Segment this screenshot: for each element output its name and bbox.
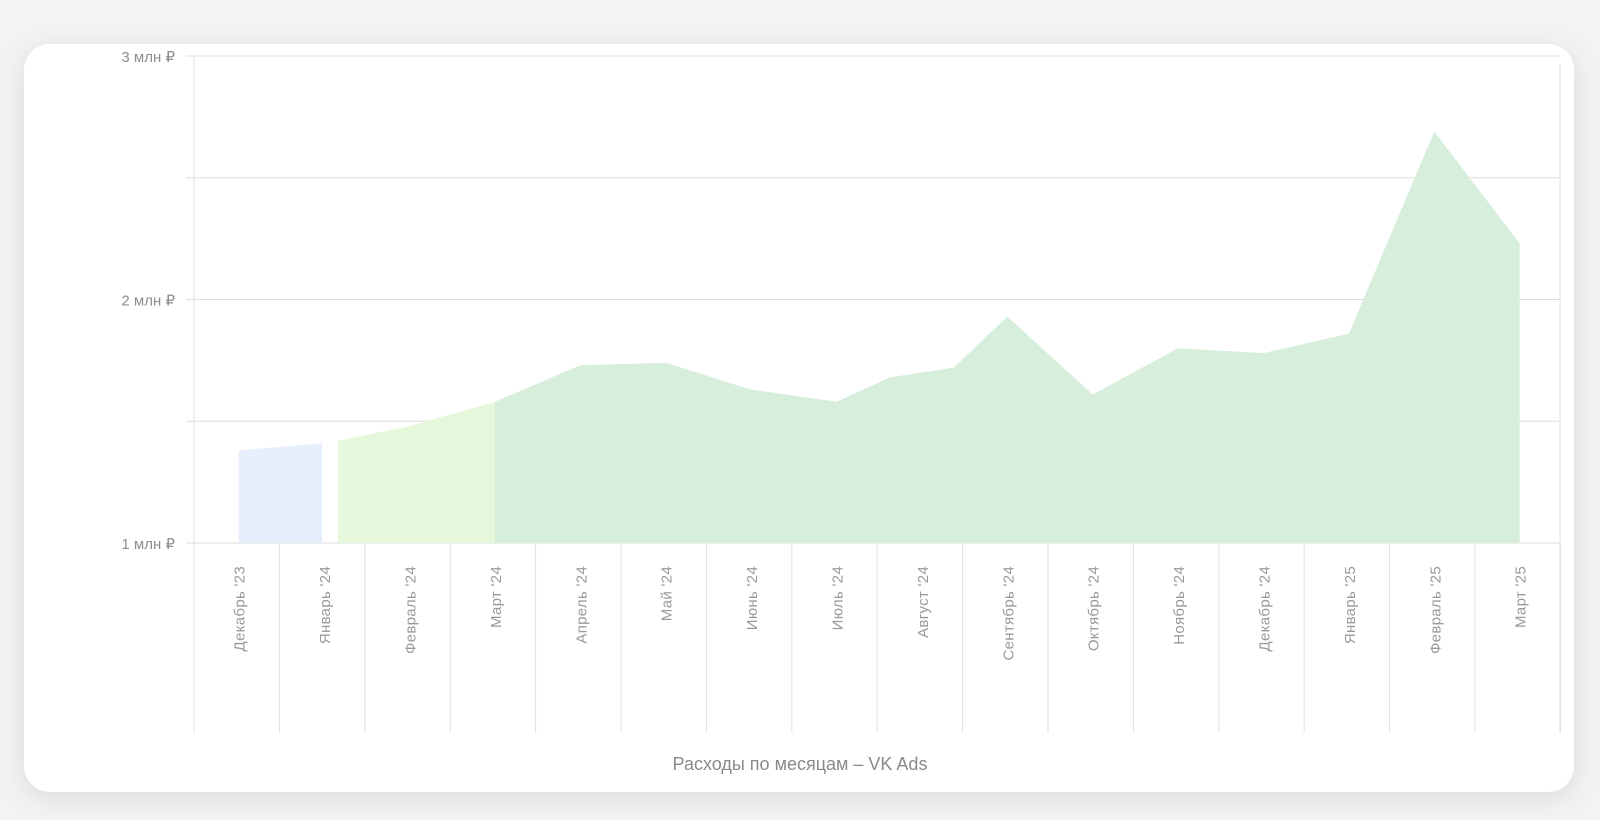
x-tick-label: Январь '25: [1342, 566, 1359, 644]
x-axis-ticks: Декабрь '23 Январь '24 Февраль '24 Март '24…: [232, 566, 1530, 661]
x-tick-label: Сентябрь '24: [1000, 566, 1017, 661]
x-tick-label: Июнь '24: [744, 566, 761, 630]
x-tick-label: Апрель '24: [573, 566, 590, 644]
x-tick-label: Февраль '24: [403, 566, 420, 654]
y-tick-label: 3 млн ₽: [121, 49, 175, 66]
x-tick-label: Декабрь '24: [1257, 566, 1274, 652]
x-tick-label: Октябрь '24: [1086, 566, 1103, 651]
x-tick-label: Февраль '25: [1427, 566, 1444, 654]
y-tick-label: 2 млн ₽: [121, 293, 175, 310]
series-area-3: [494, 131, 1520, 544]
series-areas: [238, 131, 1520, 544]
x-tick-label: Ноябрь '24: [1171, 566, 1188, 645]
x-tick-label: Август '24: [915, 566, 932, 638]
series-area-2: [338, 401, 495, 543]
x-tick-label: Январь '24: [317, 566, 334, 644]
x-tick-label: Май '24: [659, 566, 676, 621]
series-area-1: [238, 443, 323, 543]
chart-title: Расходы по месяцам – VK Ads: [673, 754, 928, 774]
x-tick-label: Июль '24: [830, 566, 847, 630]
x-tick-label: Март '25: [1513, 566, 1530, 628]
x-tick-label: Декабрь '23: [232, 566, 249, 652]
y-axis-ticks: 3 млн ₽ 2 млн ₽ 1 млн ₽: [121, 49, 175, 553]
y-tick-label: 1 млн ₽: [121, 536, 175, 553]
x-tick-label: Март '24: [488, 566, 505, 628]
